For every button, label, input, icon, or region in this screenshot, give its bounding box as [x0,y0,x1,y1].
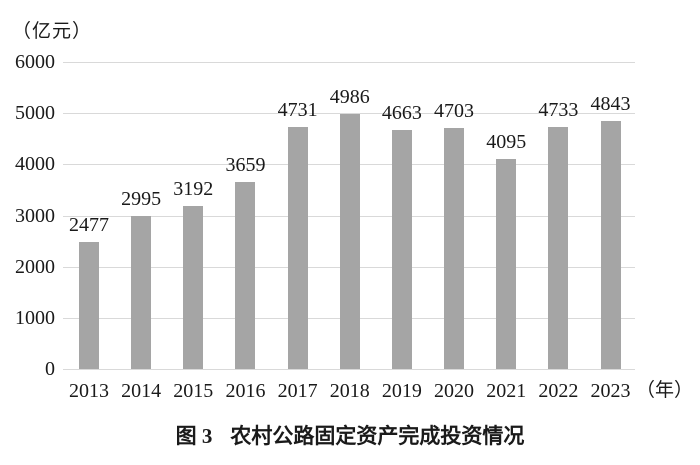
gridline [63,369,635,370]
x-tick-label: 2018 [329,380,370,402]
bar [287,126,308,369]
gridline [63,62,635,63]
x-tick-label: 2019 [381,380,422,402]
bar [391,130,412,369]
y-tick-label: 5000 [15,102,55,125]
bar-value-label: 2477 [69,214,109,237]
x-axis-suffix: （年） [636,380,694,401]
x-tick-label: 2014 [121,380,162,402]
x-tick-label: 2015 [173,380,214,402]
bar [235,181,256,369]
bar [131,215,152,369]
x-tick-label: 2013 [69,380,109,402]
bar-value-label: 3192 [173,177,214,200]
x-tick-label: 2020 [434,380,475,402]
x-tick-label: 2017 [277,380,318,402]
bar [339,113,360,369]
plot-area: 0 1000 2000 3000 4000 5000 6000 2477 2013 2995 201… [15,51,693,402]
y-tick-label: 4000 [15,153,55,176]
bar [496,159,517,369]
y-tick-label: 0 [45,358,55,380]
y-tick-label: 3000 [15,204,55,227]
y-axis-unit-label: （亿元） [12,21,93,42]
bar-value-label: 4843 [590,93,631,116]
bar-value-label: 3659 [225,153,266,176]
figure-caption-title: 农村公路固定资产完成投资情况 [230,424,525,448]
bar [548,126,569,369]
y-tick-label: 1000 [15,306,55,329]
bar-value-label: 4733 [538,98,579,121]
bar [600,121,621,369]
bar [183,205,204,369]
y-tick-label: 2000 [15,255,55,278]
x-tick-label: 2023 [590,380,631,402]
y-tick-label: 6000 [15,51,55,73]
figure-caption: 图 3 农村公路固定资产完成投资情况 [0,420,700,450]
bar-value-label: 4703 [434,100,475,123]
x-tick-label: 2016 [225,380,266,402]
bar-value-label: 4663 [381,102,422,125]
bar-value-label: 4986 [329,85,370,108]
x-tick-label: 2021 [486,380,527,402]
bar-value-label: 4731 [277,98,318,121]
x-tick-label: 2022 [538,380,579,402]
gridline [63,113,635,115]
figure-caption-number: 图 3 [175,424,213,448]
bar [444,128,465,369]
bar-value-label: 4095 [486,131,527,154]
bar [79,242,99,369]
bar-value-label: 2995 [121,187,162,210]
